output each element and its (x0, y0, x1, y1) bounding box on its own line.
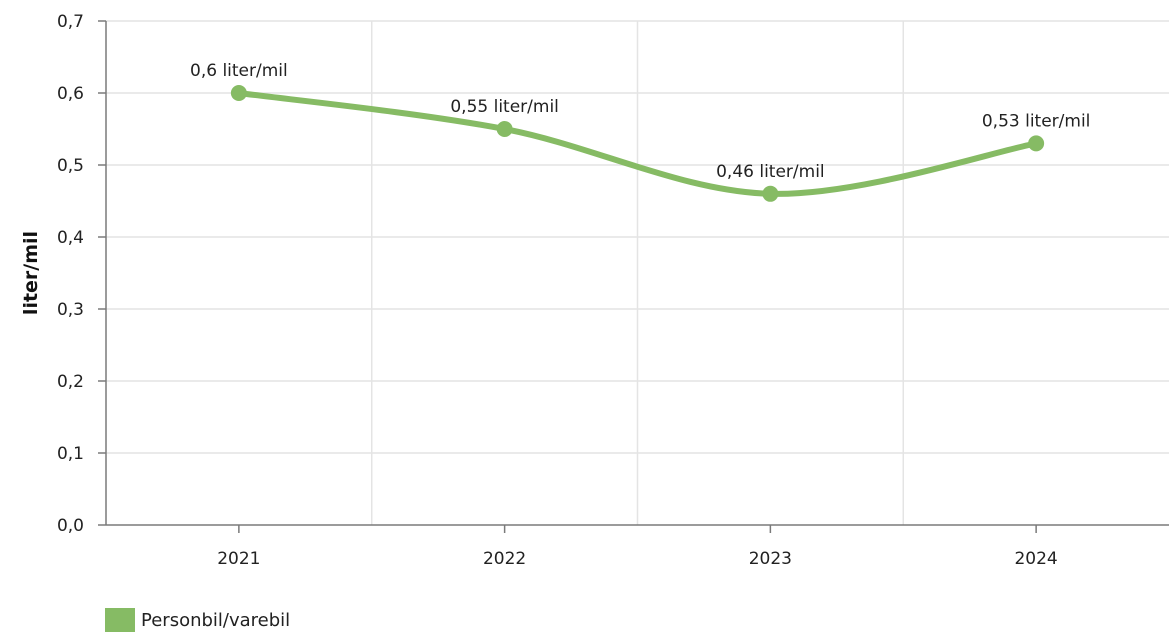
x-tick-label: 2022 (483, 549, 526, 569)
data-label: 0,55 liter/mil (450, 97, 559, 117)
y-axis-ticks: 0,0 0,1 0,2 0,3 0,4 0,5 0,6 0,7 (57, 12, 106, 536)
y-tick-label: 0,0 (57, 516, 84, 536)
data-label: 0,6 liter/mil (190, 61, 288, 81)
series (230, 85, 1045, 202)
x-tick-label: 2021 (217, 549, 260, 569)
y-tick-label: 0,6 (57, 84, 84, 104)
y-tick-label: 0,4 (57, 228, 84, 248)
data-labels: 0,6 liter/mil 0,55 liter/mil 0,46 liter/mi… (190, 61, 1090, 182)
data-point (1028, 135, 1045, 152)
y-tick-label: 0,2 (57, 372, 84, 392)
legend: Personbil/varebil (105, 607, 290, 633)
data-label: 0,53 liter/mil (982, 111, 1091, 131)
data-point (230, 85, 247, 101)
y-tick-label: 0,1 (57, 444, 84, 464)
x-tick-label: 2024 (1014, 549, 1057, 569)
y-tick-label: 0,5 (57, 156, 84, 176)
y-axis-label: liter/mil (20, 231, 42, 315)
y-tick-label: 0,7 (57, 12, 84, 32)
axes (105, 21, 1169, 526)
legend-swatch (105, 608, 135, 632)
data-label: 0,46 liter/mil (716, 162, 825, 182)
legend-label: Personbil/varebil (141, 609, 291, 631)
y-tick-label: 0,3 (57, 300, 84, 320)
series-line (235, 90, 1040, 197)
line-chart: 0,00,10,20,30,40,50,60,7 2021 2022 2023 202… (20, 12, 1169, 569)
x-axis-ticks: 2021 2022 2023 2024 (217, 525, 1058, 569)
data-point (496, 121, 513, 137)
data-point (762, 185, 779, 202)
x-tick-label: 2023 (749, 549, 792, 569)
